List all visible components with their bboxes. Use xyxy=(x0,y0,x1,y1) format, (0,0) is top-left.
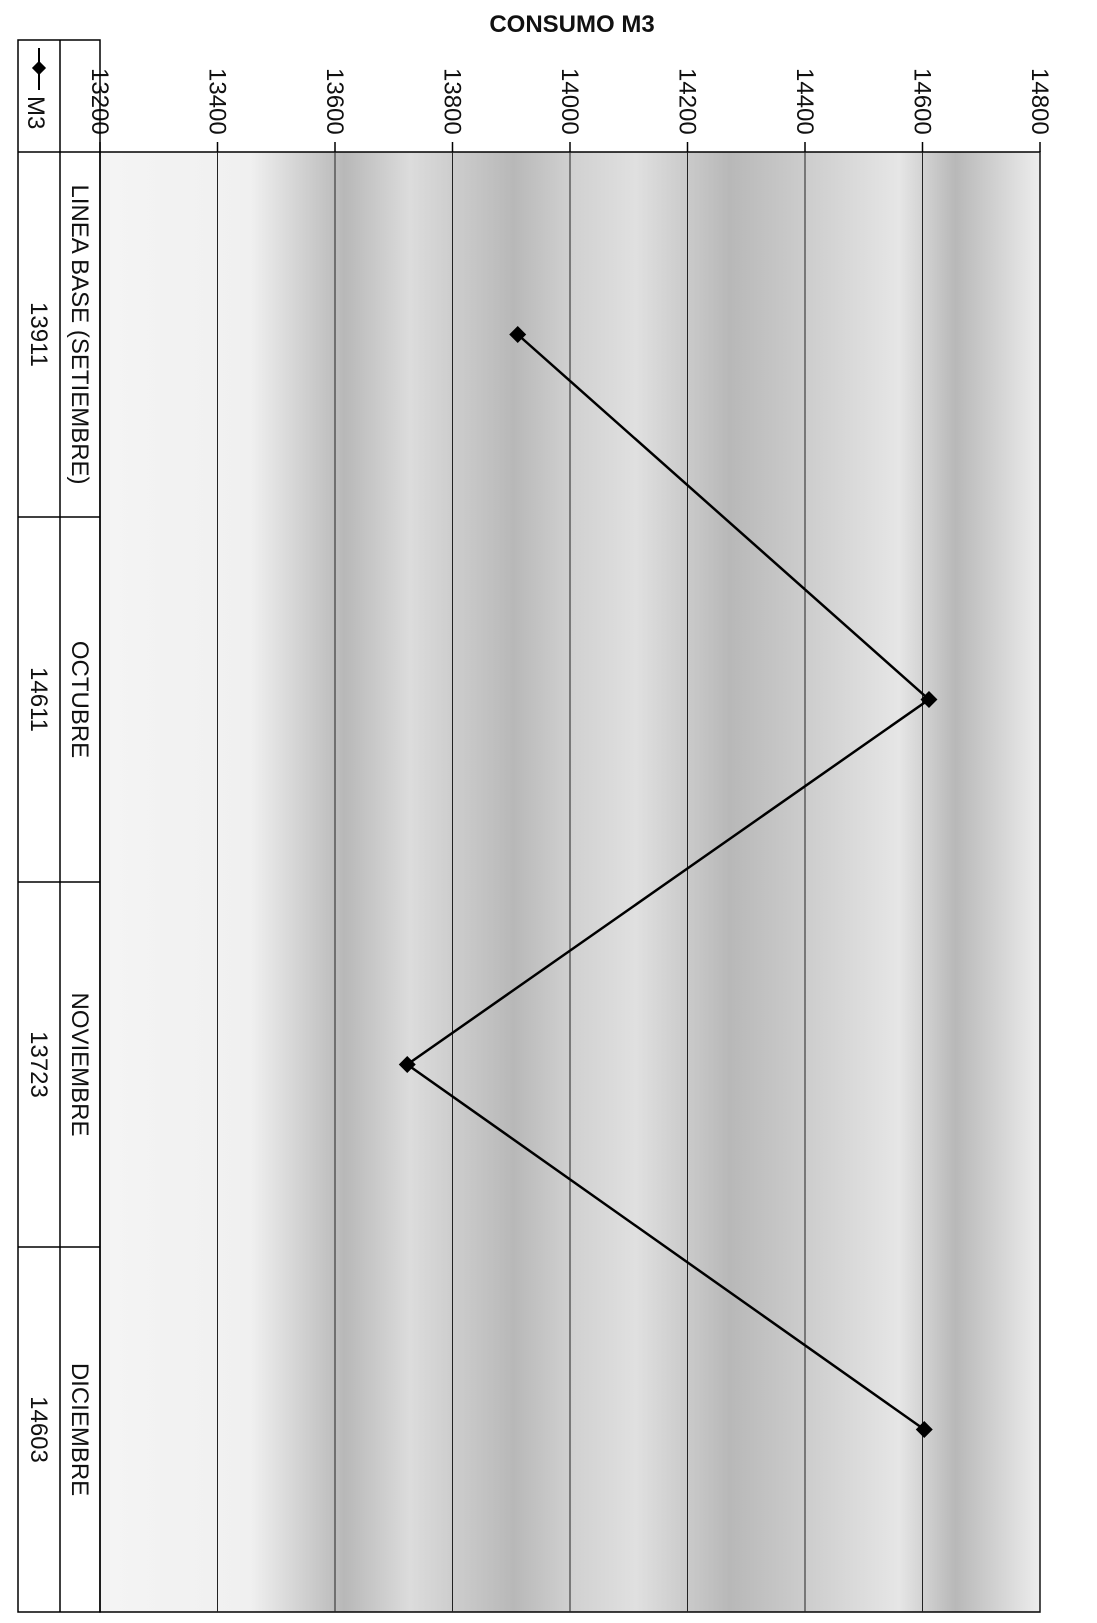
table-frame xyxy=(17,39,101,1613)
y-tick-label: 14200 xyxy=(674,68,701,135)
data-table: M3 LINEA BASE (SETIEMBRE) 13911 OCTUBRE 1461… xyxy=(17,39,101,1613)
category-label: OCTUBRE xyxy=(66,641,93,758)
table-value: 14603 xyxy=(25,1396,52,1463)
category-label: NOVIEMBRE xyxy=(66,992,93,1136)
y-tick-label: 14000 xyxy=(556,68,583,135)
y-tick-label: 13800 xyxy=(439,68,466,135)
y-tick-label: 14600 xyxy=(909,68,936,135)
series-line xyxy=(405,333,931,1431)
data-point xyxy=(920,691,938,708)
y-tick-label: 13400 xyxy=(204,68,231,135)
y-tick-label: 14800 xyxy=(1026,68,1053,135)
category-label: DICIEMBRE xyxy=(66,1363,93,1496)
series-m3 xyxy=(398,326,938,1438)
chart-title: CONSUMO M3 xyxy=(489,11,654,38)
legend-label: M3 xyxy=(22,96,49,129)
category-label: LINEA BASE (SETIEMBRE) xyxy=(66,184,93,484)
legend-marker xyxy=(31,60,47,76)
table-value: 13911 xyxy=(25,302,52,367)
y-tick-label: 14400 xyxy=(791,68,818,135)
data-point xyxy=(915,1421,933,1438)
table-value: 13723 xyxy=(25,1031,52,1098)
y-axis-ticks: 13200 13400 13600 13800 14000 14200 14400 14600… xyxy=(86,68,1053,152)
y-tick-label: 13600 xyxy=(321,68,348,135)
table-value: 14611 xyxy=(25,667,52,732)
